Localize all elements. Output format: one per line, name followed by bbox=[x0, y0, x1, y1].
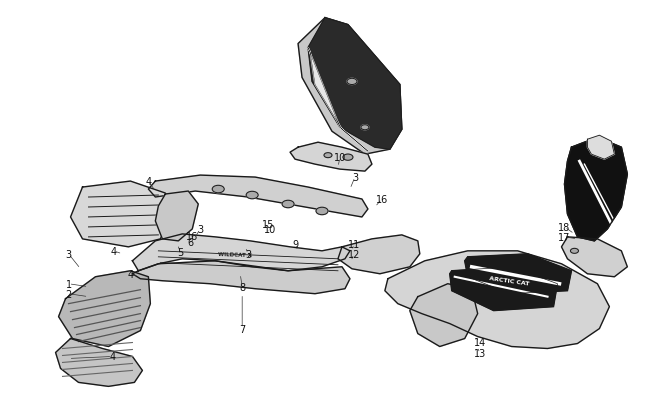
Polygon shape bbox=[410, 284, 478, 347]
Polygon shape bbox=[71, 181, 170, 247]
Text: 10: 10 bbox=[334, 153, 346, 163]
Circle shape bbox=[316, 208, 328, 215]
Polygon shape bbox=[148, 176, 368, 217]
Text: 17: 17 bbox=[558, 232, 571, 242]
Circle shape bbox=[361, 126, 369, 130]
Text: 3: 3 bbox=[197, 224, 203, 234]
Text: 3: 3 bbox=[245, 249, 252, 259]
Polygon shape bbox=[338, 235, 420, 274]
Circle shape bbox=[213, 186, 224, 193]
Text: 4: 4 bbox=[127, 269, 133, 279]
Text: 18: 18 bbox=[558, 222, 571, 232]
Text: 15: 15 bbox=[262, 220, 274, 229]
Text: ARCTIC CAT: ARCTIC CAT bbox=[489, 276, 530, 286]
Polygon shape bbox=[298, 19, 402, 155]
Text: 12: 12 bbox=[348, 249, 360, 259]
Polygon shape bbox=[588, 136, 614, 160]
Text: 9: 9 bbox=[292, 239, 298, 249]
Polygon shape bbox=[562, 237, 627, 277]
Text: WILDCAT X: WILDCAT X bbox=[218, 251, 252, 257]
Polygon shape bbox=[465, 254, 571, 294]
Polygon shape bbox=[133, 234, 350, 271]
Text: 16: 16 bbox=[376, 194, 388, 205]
Text: 8: 8 bbox=[239, 282, 245, 292]
Text: 3: 3 bbox=[352, 173, 358, 183]
Circle shape bbox=[246, 192, 258, 199]
Text: 2: 2 bbox=[66, 289, 72, 299]
Text: 7: 7 bbox=[239, 324, 245, 334]
Text: 1: 1 bbox=[66, 279, 72, 289]
Text: 6: 6 bbox=[187, 237, 193, 247]
Polygon shape bbox=[308, 49, 368, 152]
Text: 13: 13 bbox=[474, 349, 486, 358]
Polygon shape bbox=[385, 251, 610, 349]
Text: 4: 4 bbox=[109, 352, 116, 362]
Text: 4: 4 bbox=[146, 177, 151, 187]
Polygon shape bbox=[155, 192, 198, 241]
Polygon shape bbox=[56, 339, 142, 386]
Text: 10: 10 bbox=[264, 224, 276, 234]
Polygon shape bbox=[290, 143, 372, 172]
Text: 11: 11 bbox=[348, 239, 360, 249]
Circle shape bbox=[282, 201, 294, 208]
Circle shape bbox=[324, 153, 332, 158]
Text: 3: 3 bbox=[66, 249, 72, 259]
Circle shape bbox=[571, 249, 578, 254]
Text: 14: 14 bbox=[474, 337, 486, 347]
Polygon shape bbox=[308, 19, 402, 150]
Text: 4: 4 bbox=[111, 246, 116, 256]
Text: 16: 16 bbox=[186, 231, 198, 241]
Circle shape bbox=[343, 155, 353, 161]
Polygon shape bbox=[133, 261, 350, 294]
Polygon shape bbox=[58, 271, 150, 347]
Text: 5: 5 bbox=[177, 247, 183, 257]
Polygon shape bbox=[564, 138, 627, 241]
Circle shape bbox=[347, 79, 357, 85]
Polygon shape bbox=[450, 267, 558, 311]
